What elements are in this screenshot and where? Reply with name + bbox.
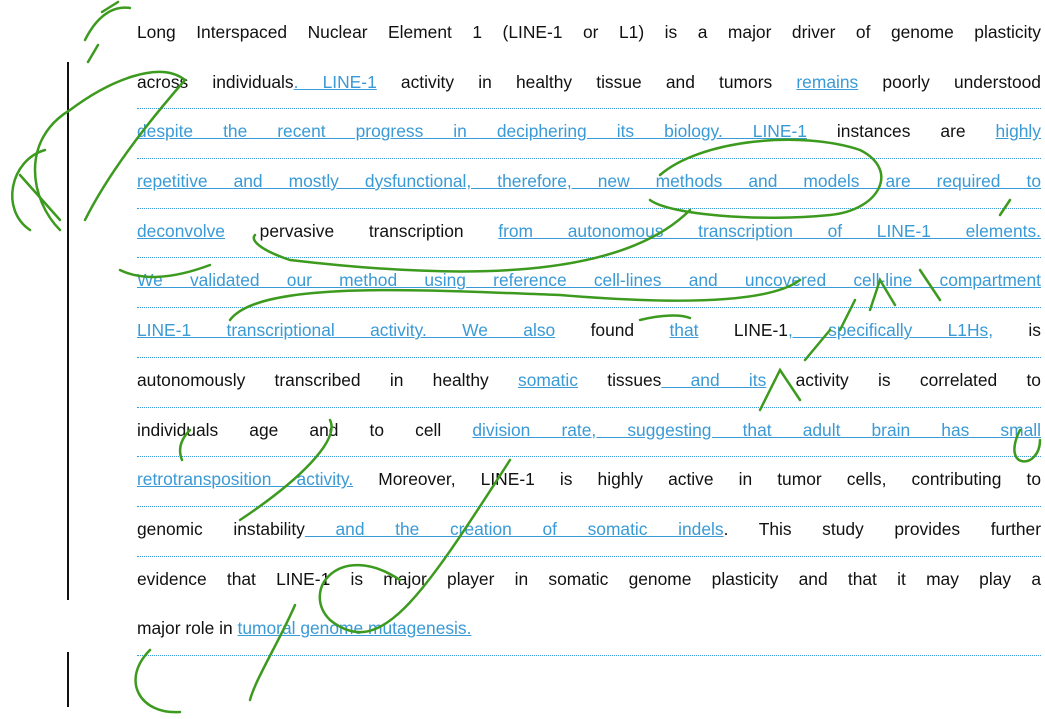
inserted-text: , specifically L1Hs, — [787, 320, 994, 341]
inserted-text: despite the recent progress in decipheri… — [137, 121, 807, 142]
text: major role in — [137, 618, 238, 639]
text: across individuals — [137, 71, 294, 92]
text-line: evidence that LINE-1 is major player in … — [137, 557, 1041, 607]
text-line: LINE-1 transcriptional activity. We also… — [137, 308, 1041, 358]
inserted-text: We validated our method using reference … — [137, 270, 1041, 291]
text-line: major role in tumoral genome mutagenesis… — [137, 606, 1041, 656]
text: pervasive transcription — [224, 220, 499, 241]
inserted-text: remains — [796, 71, 859, 92]
text-line: deconvolve pervasive transcription from … — [137, 209, 1041, 259]
inserted-text: division rate, suggesting that adult bra… — [472, 419, 1041, 440]
text-line: autonomously transcribed in healthy soma… — [137, 358, 1041, 408]
text: activity in healthy tissue and tumors — [376, 71, 797, 92]
text: found — [555, 320, 670, 341]
text: . This study provides further — [723, 518, 1041, 539]
text-line: retrotransposition activity. Moreover, L… — [137, 457, 1041, 507]
inserted-text: and its — [661, 369, 767, 390]
text-line: repetitive and mostly dysfunctional, the… — [137, 159, 1041, 209]
text: Moreover, LINE-1 is highly active in tum… — [353, 469, 1041, 490]
text: instances are — [806, 121, 996, 142]
text-line: individuals age and to cell division rat… — [137, 408, 1041, 458]
change-bar — [67, 652, 69, 707]
text: LINE-1 — [698, 320, 788, 341]
inserted-text: deconvolve — [137, 220, 225, 241]
text: tissues — [577, 369, 662, 390]
inserted-text: that — [669, 320, 699, 341]
inserted-text: somatic — [518, 369, 578, 390]
inserted-text: highly — [995, 121, 1041, 142]
text: Long Interspaced Nuclear Element 1 (LINE… — [137, 22, 1041, 42]
text: autonomously transcribed in healthy — [137, 369, 519, 390]
text-line: genomic instability and the creation of … — [137, 507, 1041, 557]
inserted-text: and the creation of somatic indels — [304, 518, 724, 539]
inserted-text: . LINE-1 — [293, 71, 377, 92]
change-bar — [67, 62, 69, 600]
text: evidence that LINE-1 is major player in … — [137, 568, 1041, 589]
inserted-text: tumoral genome mutagenesis. — [237, 618, 472, 639]
text: poorly understood — [858, 71, 1041, 92]
text-line: across individuals. LINE-1 activity in h… — [137, 60, 1041, 110]
text: activity is correlated to — [766, 369, 1041, 390]
inserted-text: retrotransposition activity. — [137, 469, 354, 490]
text-line: Long Interspaced Nuclear Element 1 (LINE… — [137, 10, 1041, 60]
inserted-text: from autonomous transcription of LINE-1 … — [498, 220, 1041, 241]
scribble — [11, 148, 62, 232]
text: genomic instability — [137, 518, 305, 539]
text: is — [993, 320, 1041, 341]
scribble — [83, 0, 132, 64]
document: Long Interspaced Nuclear Element 1 (LINE… — [137, 10, 1041, 656]
text-line: despite the recent progress in decipheri… — [137, 109, 1041, 160]
inserted-text: repetitive and mostly dysfunctional, the… — [137, 171, 1041, 192]
inserted-text: LINE-1 transcriptional activity. We also — [137, 320, 556, 341]
text-line: We validated our method using reference … — [137, 258, 1041, 309]
text: individuals age and to cell — [137, 419, 473, 440]
